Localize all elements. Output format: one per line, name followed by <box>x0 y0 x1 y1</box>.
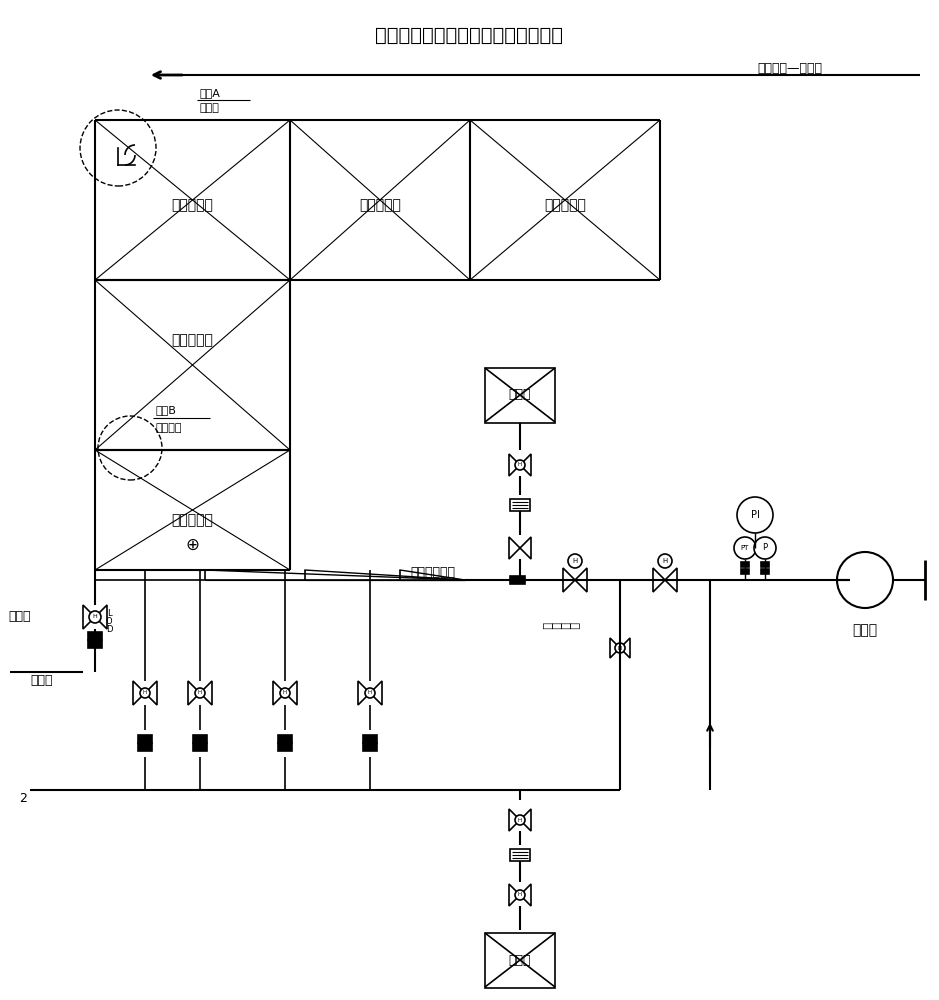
Circle shape <box>615 643 625 653</box>
Bar <box>363 743 377 751</box>
Bar <box>510 849 530 861</box>
Text: P: P <box>762 544 767 552</box>
Polygon shape <box>520 884 531 906</box>
Bar <box>193 743 207 751</box>
Text: 压载水舱五: 压载水舱五 <box>544 198 586 212</box>
Bar <box>485 933 555 988</box>
Polygon shape <box>509 884 520 906</box>
Text: 详图B: 详图B <box>155 405 176 415</box>
Bar <box>761 562 769 567</box>
Bar <box>193 735 207 743</box>
Polygon shape <box>133 681 145 705</box>
Text: 详图A: 详图A <box>200 88 221 98</box>
Bar <box>761 569 769 574</box>
Polygon shape <box>273 681 285 705</box>
Polygon shape <box>665 568 677 592</box>
Polygon shape <box>358 681 370 705</box>
Text: 2: 2 <box>19 792 27 804</box>
Text: 通海管: 通海管 <box>30 674 53 686</box>
Polygon shape <box>520 809 531 831</box>
Bar <box>88 632 102 640</box>
Bar <box>278 743 292 751</box>
Polygon shape <box>620 638 630 658</box>
Bar <box>485 368 555 423</box>
Circle shape <box>140 688 150 698</box>
Text: H: H <box>518 892 522 898</box>
Circle shape <box>737 497 773 533</box>
Text: H: H <box>143 690 147 696</box>
Bar <box>363 735 377 743</box>
Polygon shape <box>95 605 107 629</box>
Circle shape <box>89 611 101 623</box>
Text: H: H <box>518 462 522 468</box>
Circle shape <box>195 688 205 698</box>
Circle shape <box>837 552 893 608</box>
Bar <box>138 735 152 743</box>
Text: 压载水舱四: 压载水舱四 <box>359 198 401 212</box>
Circle shape <box>568 554 582 568</box>
Text: H: H <box>662 558 668 564</box>
Text: PT: PT <box>741 545 749 551</box>
Polygon shape <box>575 568 587 592</box>
Circle shape <box>515 890 525 900</box>
Text: H: H <box>518 818 522 822</box>
Polygon shape <box>563 568 575 592</box>
Text: 至其它压载舱: 至其它压载舱 <box>410 566 455 578</box>
Text: 压载水舱一: 压载水舱一 <box>171 513 213 527</box>
Text: H: H <box>198 690 202 696</box>
Text: 透气管口: 透气管口 <box>155 423 181 433</box>
Text: 压载水舱—透气管: 压载水舱—透气管 <box>758 62 823 75</box>
Circle shape <box>754 537 776 559</box>
Text: 这段透气管积水造成压载舱无法注满: 这段透气管积水造成压载舱无法注满 <box>375 25 563 44</box>
Bar <box>741 569 749 574</box>
Text: 压载泵: 压载泵 <box>853 623 878 637</box>
Polygon shape <box>285 681 297 705</box>
Text: D: D <box>106 624 113 634</box>
Polygon shape <box>520 537 531 559</box>
Polygon shape <box>370 681 382 705</box>
Text: H: H <box>283 690 287 696</box>
Text: H: H <box>368 690 372 696</box>
Text: H: H <box>618 646 622 650</box>
Text: 海水箱: 海水箱 <box>509 388 531 401</box>
Circle shape <box>515 815 525 825</box>
Text: L: L <box>107 608 112 617</box>
Polygon shape <box>610 638 620 658</box>
Bar <box>138 743 152 751</box>
Circle shape <box>280 688 290 698</box>
Bar <box>741 562 749 567</box>
Text: 通海阀: 通海阀 <box>8 610 30 624</box>
Polygon shape <box>520 454 531 476</box>
Text: ⊕: ⊕ <box>185 536 199 554</box>
Text: H: H <box>93 614 98 619</box>
Bar <box>510 576 525 584</box>
Bar <box>88 640 102 648</box>
Polygon shape <box>188 681 200 705</box>
Text: O: O <box>106 616 113 626</box>
Polygon shape <box>653 568 665 592</box>
Polygon shape <box>509 809 520 831</box>
Text: 压载水舱二: 压载水舱二 <box>171 333 213 347</box>
Text: 安全区: 安全区 <box>200 103 220 113</box>
Bar <box>510 499 530 511</box>
Polygon shape <box>509 454 520 476</box>
Circle shape <box>658 554 672 568</box>
Text: 海水箱: 海水箱 <box>509 954 531 966</box>
Polygon shape <box>83 605 95 629</box>
Circle shape <box>734 537 756 559</box>
Text: 压载水舱三: 压载水舱三 <box>171 198 213 212</box>
Polygon shape <box>509 537 520 559</box>
Text: H: H <box>573 558 577 564</box>
Text: 海
水
过
滤: 海 水 过 滤 <box>541 622 578 628</box>
Polygon shape <box>200 681 212 705</box>
Bar <box>278 735 292 743</box>
Circle shape <box>515 460 525 470</box>
Text: PI: PI <box>750 510 760 520</box>
Polygon shape <box>145 681 157 705</box>
Circle shape <box>365 688 375 698</box>
